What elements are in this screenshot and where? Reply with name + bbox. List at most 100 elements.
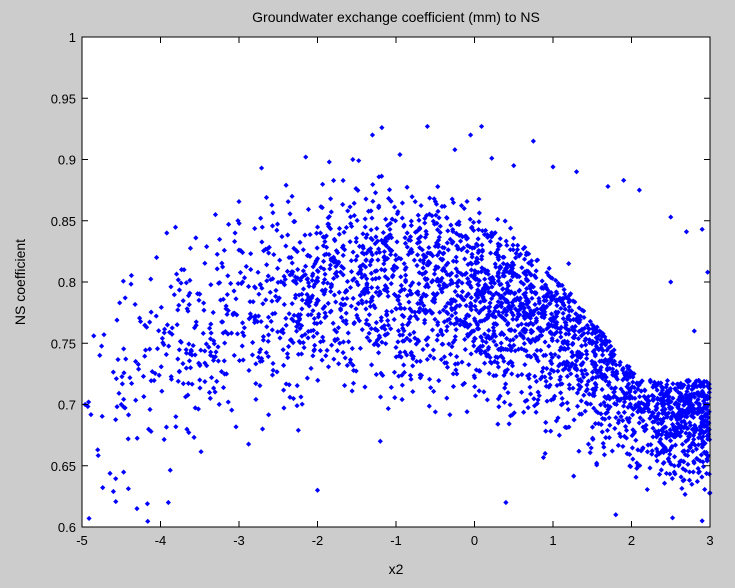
data-point <box>603 435 609 441</box>
data-point <box>357 345 364 351</box>
data-point <box>704 405 710 411</box>
data-point <box>208 282 214 288</box>
data-point <box>85 399 92 405</box>
data-point <box>643 422 649 428</box>
data-point <box>582 367 588 373</box>
data-point <box>621 395 627 401</box>
data-point <box>328 281 335 287</box>
data-point <box>187 277 193 283</box>
data-point <box>281 301 287 308</box>
data-point <box>679 441 686 447</box>
data-point <box>305 206 312 213</box>
data-point <box>496 243 502 249</box>
data-point <box>363 234 369 241</box>
data-point <box>695 465 701 472</box>
data-point <box>404 184 410 190</box>
data-point <box>334 348 340 354</box>
data-point <box>384 285 390 291</box>
data-point <box>385 318 391 324</box>
data-point <box>640 446 646 452</box>
data-point <box>441 282 447 288</box>
data-point <box>274 369 280 375</box>
data-point <box>334 269 340 275</box>
data-point <box>681 402 687 408</box>
data-point <box>493 264 499 270</box>
data-point <box>435 322 441 328</box>
data-point <box>501 399 508 405</box>
data-point <box>469 245 475 251</box>
data-point <box>265 332 272 338</box>
data-point <box>297 325 303 332</box>
data-point <box>337 269 344 275</box>
data-point <box>214 251 220 257</box>
data-point <box>356 158 362 164</box>
data-point <box>592 351 598 357</box>
data-point <box>263 350 269 356</box>
data-point <box>548 351 554 357</box>
data-point <box>664 414 670 420</box>
data-point <box>232 238 238 245</box>
data-point <box>472 270 478 276</box>
data-point <box>294 323 300 330</box>
data-point <box>689 392 695 398</box>
data-point <box>300 273 307 279</box>
data-point <box>404 352 410 358</box>
data-point <box>528 309 534 315</box>
data-point <box>684 395 690 401</box>
data-point <box>144 501 151 507</box>
data-point <box>533 291 539 297</box>
data-point <box>183 347 189 353</box>
data-point <box>580 371 586 377</box>
data-point <box>183 280 189 286</box>
data-point <box>661 459 667 466</box>
data-point <box>647 465 653 471</box>
data-point <box>497 295 504 301</box>
data-point <box>257 346 264 353</box>
data-point <box>323 251 329 257</box>
data-point <box>647 379 654 385</box>
data-point <box>514 316 520 323</box>
data-point <box>700 434 706 440</box>
data-point <box>433 240 440 246</box>
data-point <box>432 199 439 205</box>
data-point <box>575 382 582 388</box>
data-point <box>376 275 382 281</box>
data-point <box>681 425 687 431</box>
data-point <box>473 291 479 297</box>
data-point <box>387 248 394 254</box>
data-point <box>423 231 430 237</box>
data-point <box>476 388 482 394</box>
data-point <box>427 195 433 201</box>
x-tick-label: -4 <box>155 533 167 548</box>
data-point <box>202 260 208 266</box>
data-point <box>474 276 480 282</box>
data-point <box>114 404 120 410</box>
data-point <box>467 132 474 138</box>
data-point <box>350 380 357 386</box>
data-point <box>353 368 359 374</box>
data-point <box>349 345 355 352</box>
data-point <box>695 442 702 448</box>
data-point <box>667 471 673 477</box>
data-point <box>584 371 590 377</box>
data-point <box>654 396 661 402</box>
data-point <box>200 330 206 337</box>
data-point <box>115 356 121 363</box>
data-point <box>383 341 389 347</box>
data-point <box>416 217 422 223</box>
data-point <box>197 385 203 391</box>
data-point <box>444 328 450 334</box>
data-point <box>417 245 423 251</box>
data-point <box>356 243 363 249</box>
data-point <box>670 381 676 387</box>
data-point <box>668 279 674 285</box>
data-point <box>533 409 539 415</box>
data-point <box>447 272 453 278</box>
data-point <box>187 290 193 296</box>
data-point <box>690 432 697 439</box>
data-point <box>377 334 383 341</box>
data-point <box>340 265 347 271</box>
data-point <box>311 346 318 353</box>
data-point <box>598 421 604 428</box>
data-point <box>609 448 615 454</box>
